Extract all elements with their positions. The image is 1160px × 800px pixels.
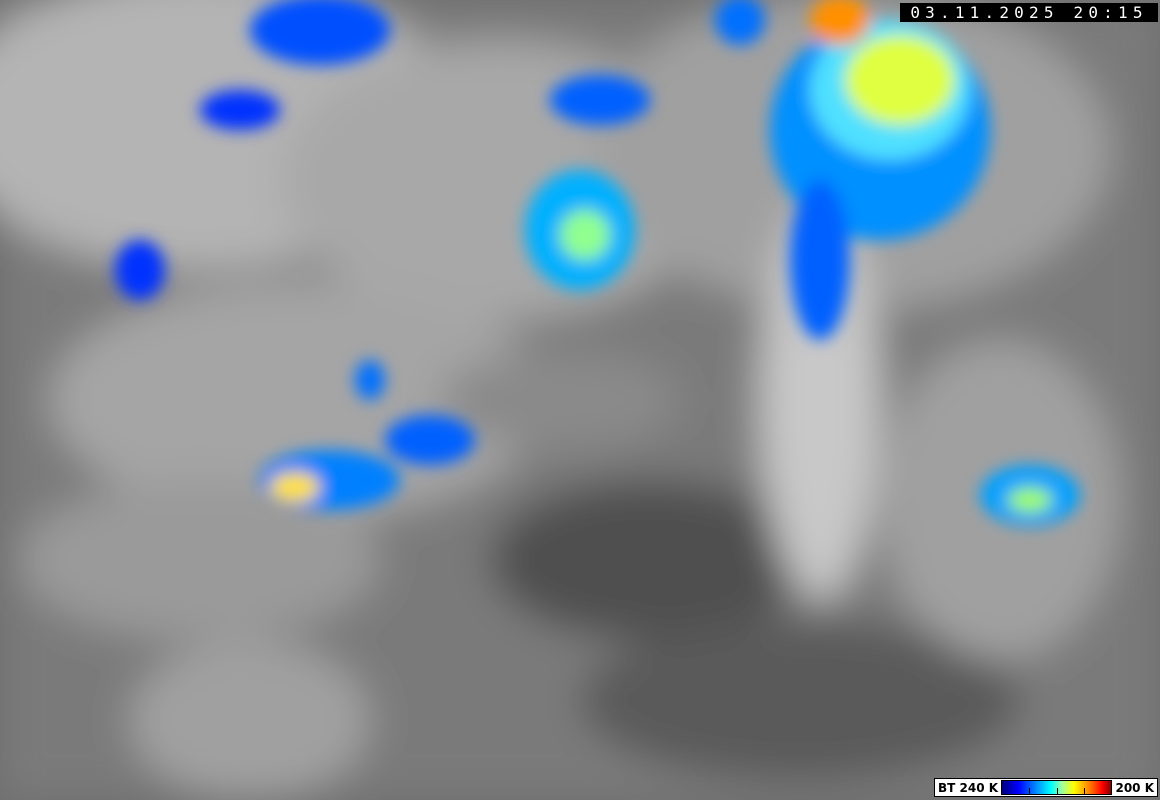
colorbar-left-label: BT 240 K xyxy=(938,780,999,795)
colorbar-legend: BT 240 K 200 K xyxy=(934,778,1158,797)
colorbar-tick xyxy=(1029,788,1031,794)
cold-cloud-tops xyxy=(115,0,1080,525)
colorbar-gradient xyxy=(1001,780,1113,795)
timestamp: 03.11.2025 20:15 xyxy=(900,3,1158,22)
colorbar-right-label: 200 K xyxy=(1115,780,1154,795)
colorbar-tick xyxy=(1056,788,1058,794)
colorbar-tick xyxy=(1084,788,1086,794)
